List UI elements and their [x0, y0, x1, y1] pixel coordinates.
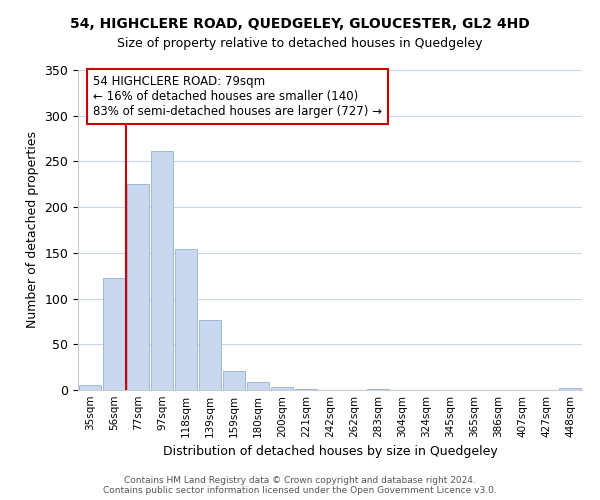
Bar: [223, 371, 245, 390]
Text: Size of property relative to detached houses in Quedgeley: Size of property relative to detached ho…: [117, 38, 483, 51]
Text: 54 HIGHCLERE ROAD: 79sqm
← 16% of detached houses are smaller (140)
83% of semi-: 54 HIGHCLERE ROAD: 79sqm ← 16% of detach…: [93, 75, 382, 118]
Bar: [79, 384, 101, 390]
Bar: [127, 184, 149, 390]
Y-axis label: Number of detached properties: Number of detached properties: [26, 132, 39, 328]
Text: Contains HM Land Registry data © Crown copyright and database right 2024.
Contai: Contains HM Land Registry data © Crown c…: [103, 476, 497, 495]
Bar: [559, 388, 581, 390]
Bar: [103, 278, 125, 390]
Bar: [271, 388, 293, 390]
X-axis label: Distribution of detached houses by size in Quedgeley: Distribution of detached houses by size …: [163, 446, 497, 458]
Bar: [151, 152, 173, 390]
Bar: [367, 389, 389, 390]
Text: 54, HIGHCLERE ROAD, QUEDGELEY, GLOUCESTER, GL2 4HD: 54, HIGHCLERE ROAD, QUEDGELEY, GLOUCESTE…: [70, 18, 530, 32]
Bar: [247, 382, 269, 390]
Bar: [199, 320, 221, 390]
Bar: [175, 249, 197, 390]
Bar: [295, 389, 317, 390]
